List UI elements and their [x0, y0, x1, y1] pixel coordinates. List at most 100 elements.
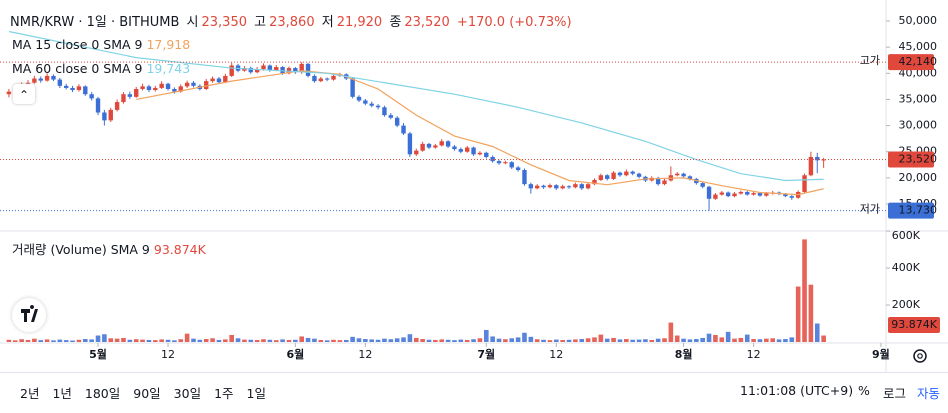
volume-bar	[490, 336, 495, 342]
open-value: 23,350	[201, 15, 248, 30]
x-tick-label: 9월	[872, 347, 890, 361]
range-button[interactable]: 30일	[173, 386, 202, 401]
candle-body	[229, 65, 234, 76]
tv-logo[interactable]	[12, 298, 46, 332]
volume-bar	[655, 338, 661, 342]
candle-body	[191, 82, 196, 86]
candle-body	[503, 162, 508, 164]
volume-bar	[776, 339, 782, 342]
candle-body	[528, 184, 534, 189]
candle-body	[426, 143, 432, 148]
range-button[interactable]: 1년	[52, 386, 72, 401]
volume-bar	[267, 339, 273, 342]
candle-body	[706, 186, 712, 199]
volume-bar	[121, 337, 126, 342]
candle-body	[802, 175, 807, 192]
x-tick-label: 12	[549, 348, 563, 361]
candle-body	[757, 193, 763, 196]
range-button[interactable]: 90일	[133, 386, 161, 401]
volume-bar	[483, 329, 489, 342]
candle-body	[25, 82, 31, 85]
volume-tick-label: 200K	[892, 298, 921, 311]
volume-bar	[293, 339, 298, 342]
open-label: 시	[186, 15, 199, 30]
volume-bar	[159, 339, 164, 342]
candle-body	[579, 184, 584, 189]
volume-bar	[229, 334, 234, 342]
volume-bar	[700, 337, 705, 342]
candle-body	[821, 159, 826, 161]
price-tag-label: 42,140	[899, 55, 938, 68]
ma-value: 17,918	[146, 37, 191, 52]
candle-body	[745, 191, 750, 195]
candle-body	[458, 149, 464, 152]
candle-body	[452, 146, 457, 150]
tv-logo-icon	[21, 305, 38, 322]
range-button[interactable]: 180일	[84, 386, 121, 401]
candle-body	[394, 117, 400, 126]
volume-bar	[681, 338, 686, 342]
range-button[interactable]: 2년	[20, 386, 40, 401]
y-tick-label: 30,000	[899, 119, 938, 132]
volume-bar	[515, 337, 521, 342]
candle-body	[76, 86, 82, 91]
candle-body	[184, 82, 190, 87]
candle-body	[178, 86, 183, 92]
candle-body	[598, 175, 604, 180]
candle-body	[165, 83, 171, 89]
volume-bar	[617, 339, 623, 342]
candle-body	[159, 83, 164, 88]
candle-body	[630, 171, 635, 174]
volume-bar	[751, 339, 756, 342]
candle-body	[210, 78, 215, 82]
candle-body	[299, 63, 304, 73]
volume-tick-label: 600K	[892, 229, 921, 242]
auto-toggle[interactable]: 자동	[917, 386, 941, 401]
price-tag	[888, 54, 934, 71]
candle-body	[293, 68, 298, 73]
volume-bar	[51, 340, 56, 342]
candle-body	[547, 185, 553, 188]
candle-body	[146, 86, 152, 91]
percent-toggle[interactable]: %	[858, 383, 870, 398]
x-tick-label: 12	[747, 348, 761, 361]
volume-bar	[566, 339, 572, 342]
volume-bar	[375, 339, 381, 342]
volume-bar	[611, 337, 616, 342]
range-button[interactable]: 1주	[214, 386, 234, 401]
volume-bar	[783, 339, 788, 342]
candle-body	[57, 79, 63, 86]
volume-bar	[165, 339, 171, 342]
volume-bar	[433, 339, 438, 342]
volume-bar	[57, 339, 63, 342]
volume-bar	[674, 335, 680, 342]
candle-body	[783, 194, 788, 197]
volume-bar	[19, 339, 24, 342]
volume-bar	[223, 339, 228, 342]
volume-bar	[706, 333, 712, 342]
x-tick-label: 6월	[286, 347, 304, 361]
volume-bar	[12, 340, 18, 342]
settings-gear[interactable]	[913, 349, 927, 363]
candle-body	[700, 183, 705, 187]
volume-bar	[643, 339, 648, 342]
log-toggle[interactable]: 로그	[883, 386, 907, 401]
chart: 15,00020,00025,00030,00035,00040,00045,0…	[0, 0, 948, 372]
candle-body	[719, 192, 724, 195]
volume-bar	[76, 339, 82, 342]
candle-body	[541, 185, 546, 188]
range-button[interactable]: 1일	[246, 386, 266, 401]
volume-bar	[496, 338, 502, 342]
volume-bar	[178, 339, 184, 342]
volume-bar	[802, 239, 807, 342]
volume-bar	[203, 339, 209, 342]
collapse-button[interactable]: ⌃	[13, 84, 35, 104]
volume-bar	[585, 338, 591, 342]
volume-bar	[153, 340, 158, 342]
volume-bar	[439, 339, 445, 342]
volume-bar	[713, 334, 718, 342]
volume-bar	[127, 339, 133, 342]
volume-bar	[445, 339, 451, 342]
volume-bar	[789, 337, 795, 342]
candle-body	[108, 109, 113, 121]
